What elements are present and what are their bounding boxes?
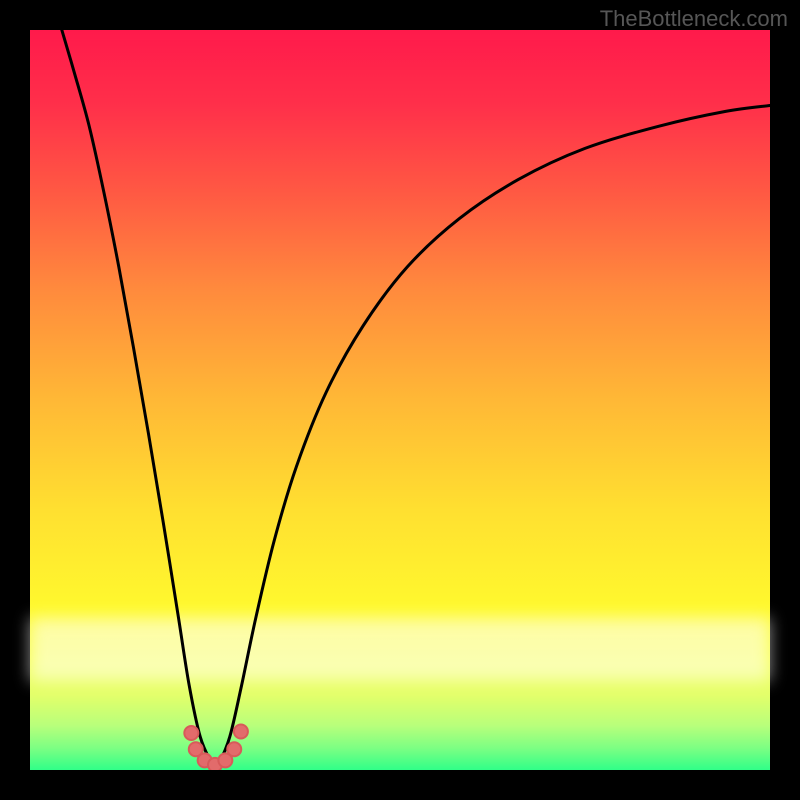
plot-area	[30, 30, 770, 770]
highlight-band	[30, 618, 770, 681]
chart-container: TheBottleneck.com	[0, 0, 800, 800]
attribution-text: TheBottleneck.com	[600, 6, 788, 32]
